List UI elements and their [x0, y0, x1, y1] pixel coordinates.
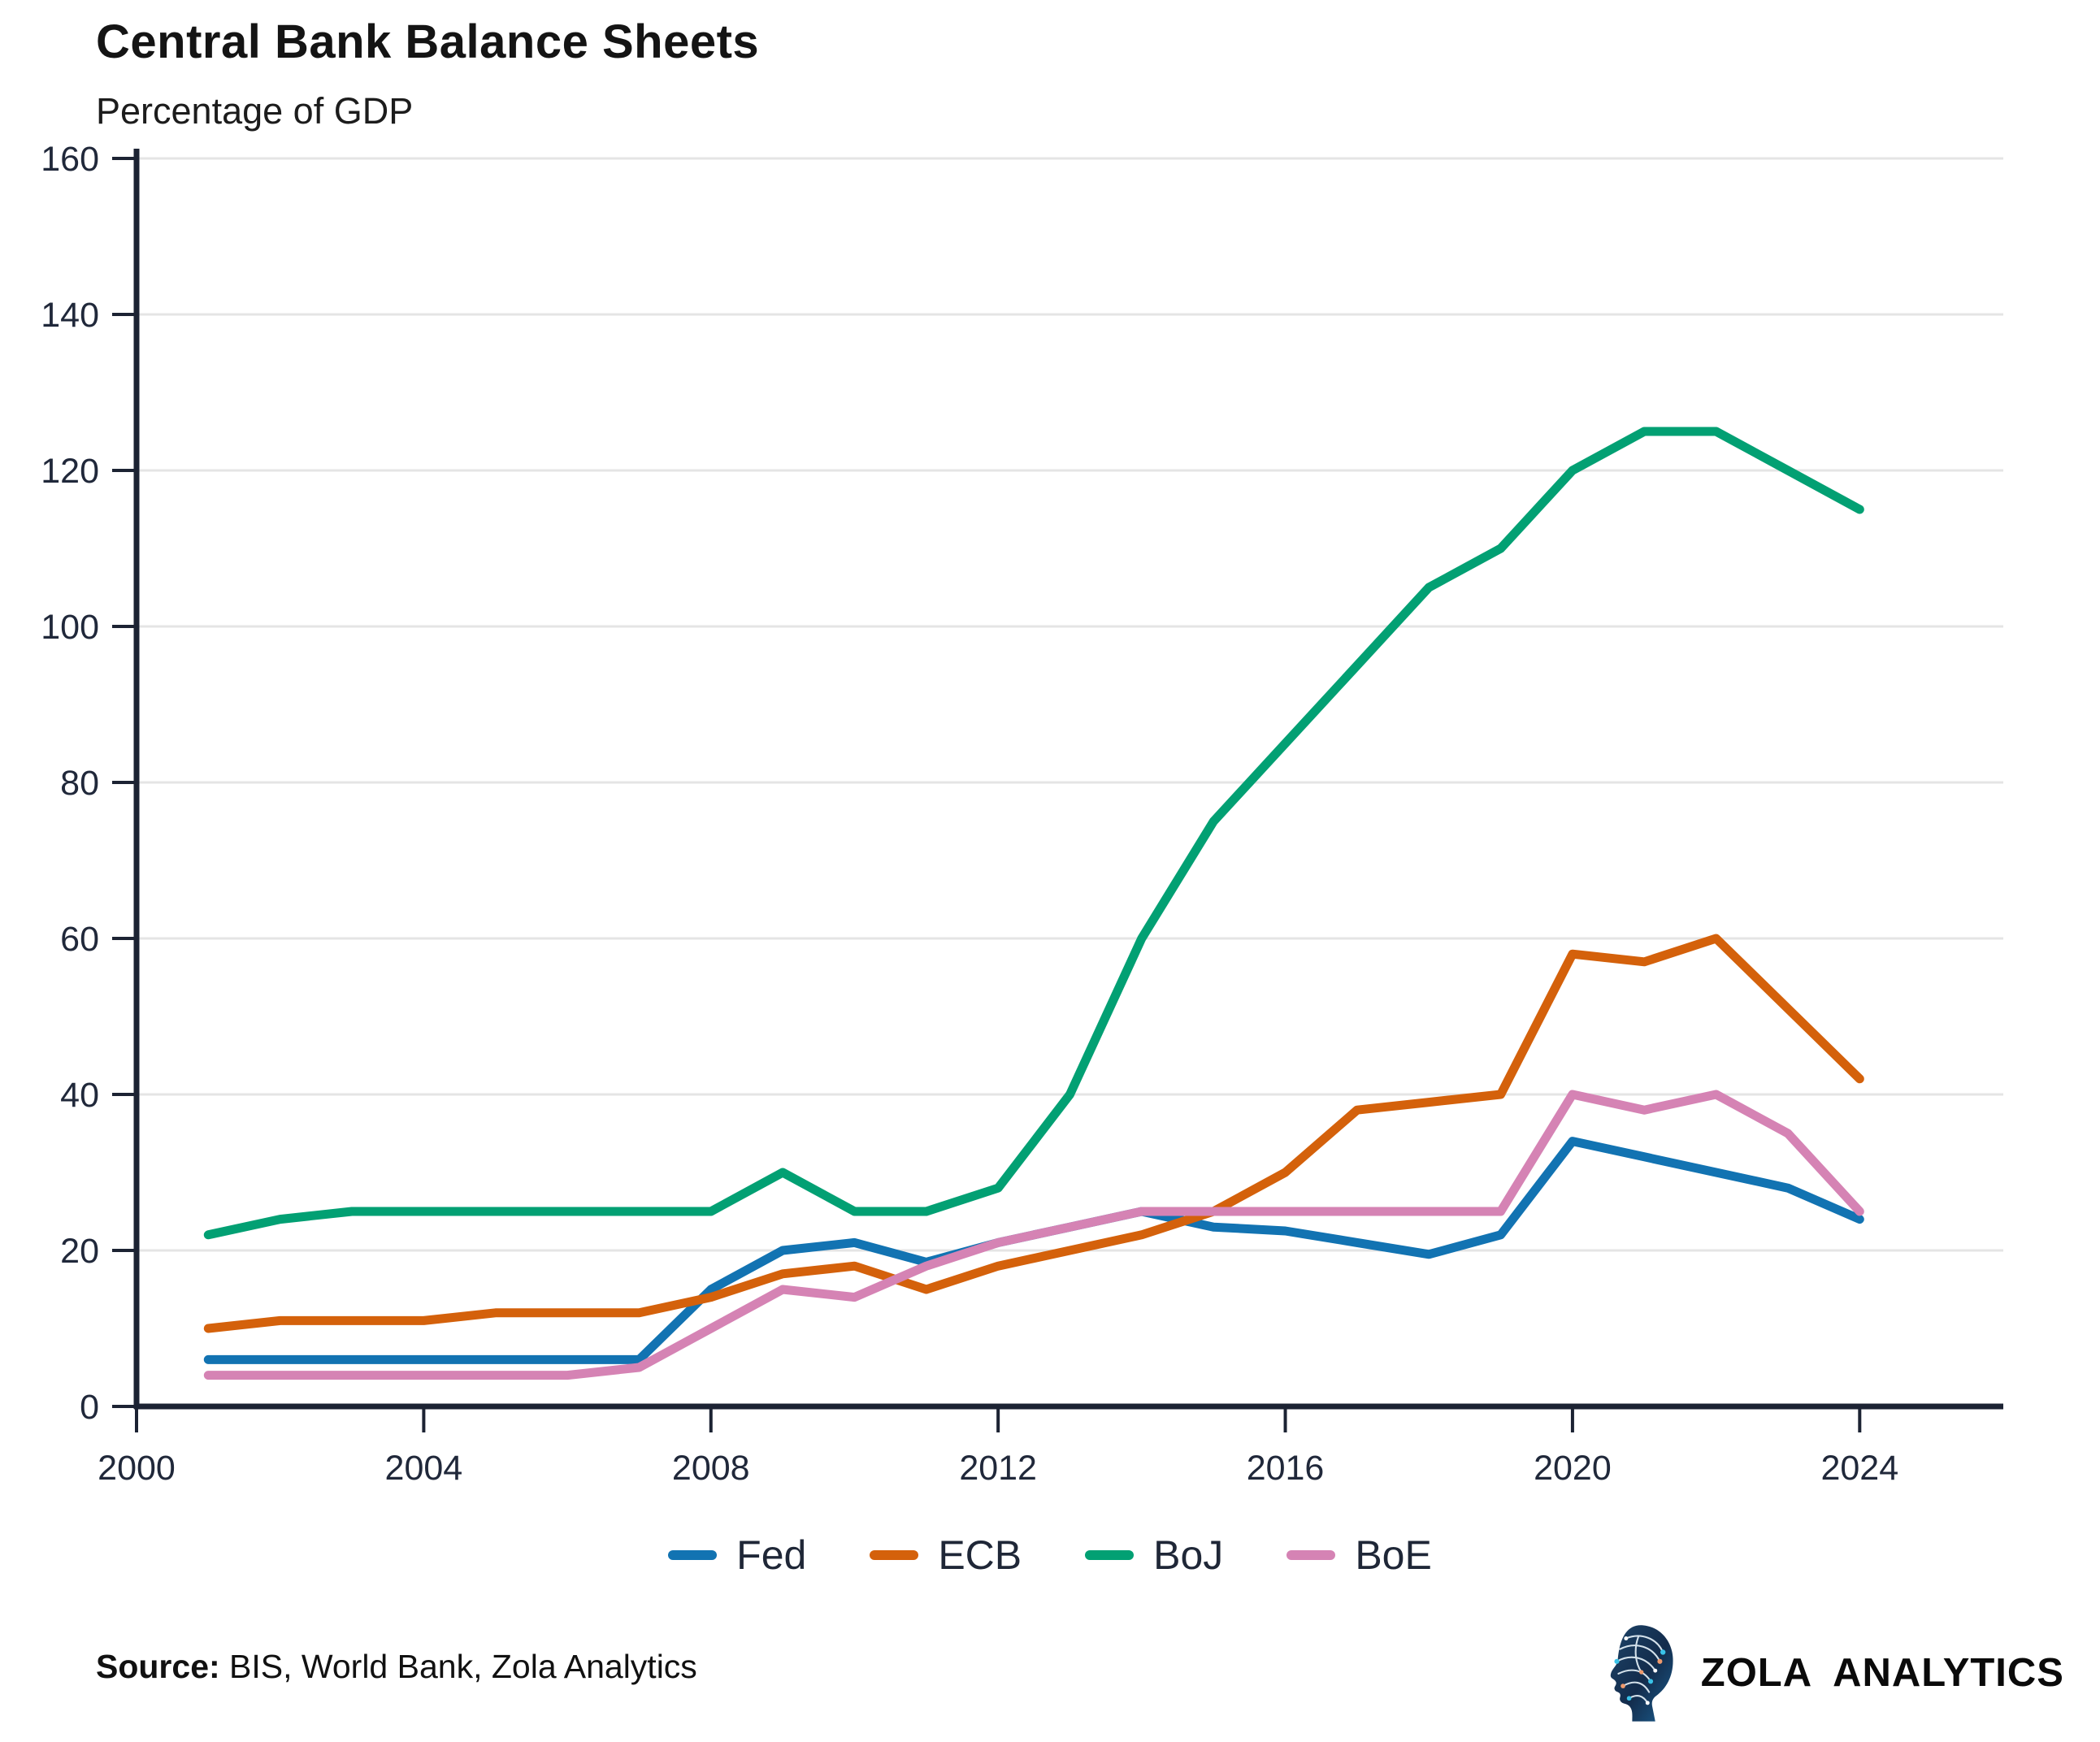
legend-label-fed: Fed	[736, 1532, 807, 1578]
chart-subtitle: Percentage of GDP	[96, 90, 414, 132]
svg-text:0: 0	[80, 1388, 99, 1427]
boj-line-swatch-icon	[1085, 1550, 1135, 1560]
svg-text:2024: 2024	[1820, 1449, 1898, 1488]
svg-text:60: 60	[60, 920, 99, 959]
svg-text:160: 160	[41, 140, 99, 179]
brand-logo: ZOLA ANALYTICS	[1595, 1622, 2064, 1724]
svg-text:80: 80	[60, 764, 99, 803]
legend-label-boe: BoE	[1355, 1532, 1432, 1578]
svg-text:2004: 2004	[385, 1449, 463, 1488]
svg-text:40: 40	[60, 1076, 99, 1115]
legend-item-ecb: ECB	[870, 1532, 1022, 1579]
source-label: Source:	[96, 1648, 220, 1685]
legend-label-ecb: ECB	[938, 1532, 1022, 1578]
svg-text:100: 100	[41, 608, 99, 647]
ecb-line-swatch-icon	[870, 1550, 919, 1560]
svg-text:2012: 2012	[959, 1449, 1037, 1488]
svg-text:2020: 2020	[1534, 1449, 1612, 1488]
source-text: BIS, World Bank, Zola Analytics	[219, 1648, 697, 1685]
svg-text:20: 20	[60, 1232, 99, 1271]
svg-text:2008: 2008	[672, 1449, 750, 1488]
series-line-ecb	[203, 934, 1864, 1333]
series-line-boe	[203, 1090, 1864, 1380]
source-note: Source: BIS, World Bank, Zola Analytics	[96, 1648, 697, 1686]
brain-circuit-head-logo-icon	[1610, 1625, 1673, 1722]
chart-header: Central Bank Balance Sheets Percentage o…	[96, 15, 759, 132]
chart-legend: Fed ECB BoJ BoE	[0, 1532, 2100, 1579]
legend-item-boe: BoE	[1286, 1532, 1432, 1579]
boe-line-swatch-icon	[1286, 1550, 1336, 1560]
svg-text:2016: 2016	[1247, 1449, 1325, 1488]
fed-line-swatch-icon	[668, 1550, 718, 1560]
svg-text:2000: 2000	[98, 1449, 176, 1488]
series-line-boj	[203, 427, 1864, 1240]
chart-title: Central Bank Balance Sheets	[96, 15, 760, 68]
brand-name: ZOLA ANALYTICS	[1700, 1651, 2064, 1695]
svg-text:120: 120	[41, 452, 99, 491]
legend-item-fed: Fed	[668, 1532, 806, 1579]
legend-item-boj: BoJ	[1085, 1532, 1223, 1579]
svg-text:140: 140	[41, 296, 99, 335]
legend-label-boj: BoJ	[1153, 1532, 1224, 1578]
